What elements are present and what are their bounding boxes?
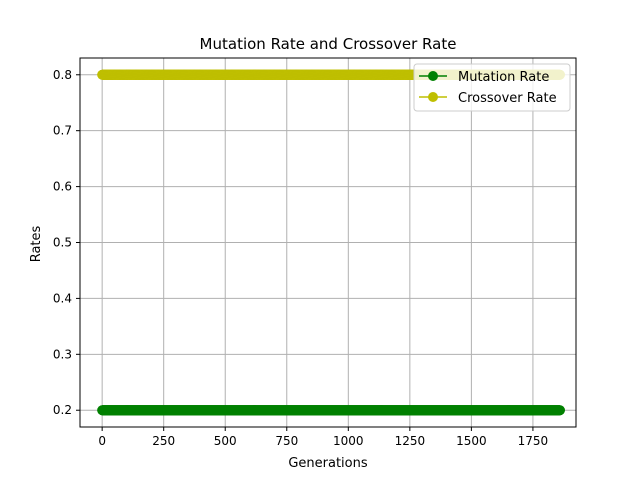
y-tick-label: 0.2 bbox=[53, 403, 72, 417]
y-tick-label: 0.5 bbox=[53, 236, 72, 250]
y-tick-label: 0.6 bbox=[53, 180, 72, 194]
legend: Mutation Rate Crossover Rate bbox=[413, 63, 571, 112]
legend-marker-mutation-rate bbox=[428, 71, 438, 81]
legend-label-crossover-rate: Crossover Rate bbox=[458, 91, 557, 106]
x-tick-label: 750 bbox=[275, 434, 298, 448]
ticks-layer: 0 250 500 750 1000 1250 1500 1750 0.2 0.3 0.4 0.5 0.… bbox=[53, 68, 548, 448]
x-tick-label: 500 bbox=[214, 434, 237, 448]
legend-label-mutation-rate: Mutation Rate bbox=[458, 70, 549, 85]
x-tick-label: 0 bbox=[98, 434, 106, 448]
x-tick-label: 1250 bbox=[395, 434, 426, 448]
point-mutation-rate bbox=[555, 405, 565, 416]
x-tick-label: 1500 bbox=[456, 434, 487, 448]
y-tick-label: 0.7 bbox=[53, 124, 72, 138]
chart-title: Mutation Rate and Crossover Rate bbox=[200, 35, 457, 53]
x-tick-label: 250 bbox=[152, 434, 175, 448]
x-axis-label: Generations bbox=[288, 456, 368, 471]
y-axis-label: Rates bbox=[29, 225, 44, 262]
y-tick-label: 0.3 bbox=[53, 347, 72, 361]
y-tick-label: 0.4 bbox=[53, 291, 72, 305]
y-tick-label: 0.8 bbox=[53, 68, 72, 82]
legend-box bbox=[413, 63, 571, 112]
series-layer bbox=[97, 69, 565, 416]
legend-marker-crossover-rate bbox=[428, 92, 438, 102]
x-tick-label: 1750 bbox=[518, 434, 549, 448]
x-tick-label: 1000 bbox=[333, 434, 364, 448]
series-mutation-rate bbox=[97, 405, 565, 416]
